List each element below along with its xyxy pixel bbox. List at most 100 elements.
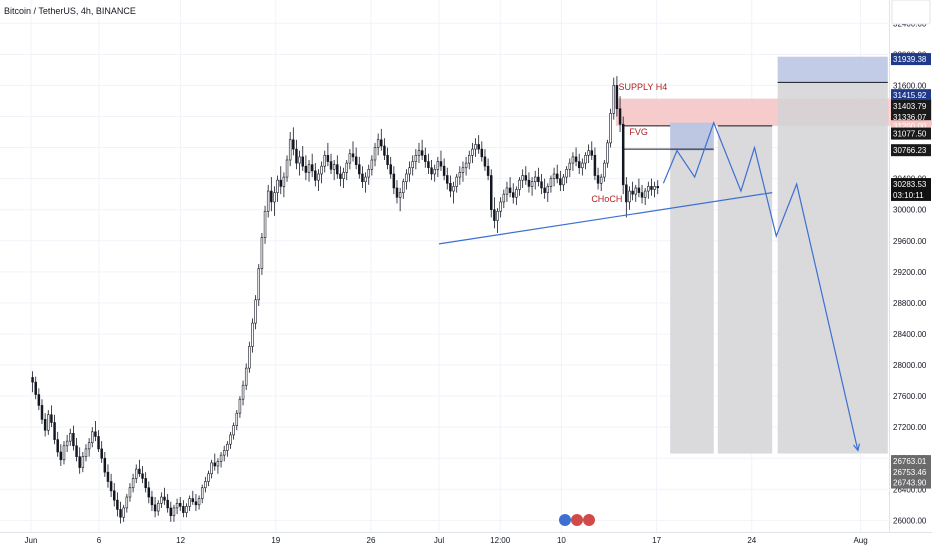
candle-body-161 [537, 176, 540, 183]
x-tick-label-7: 10 [557, 536, 566, 545]
candle-body-57 [210, 462, 213, 475]
candle-body-63 [229, 434, 232, 445]
candle-body-94 [326, 155, 330, 162]
candle-body-146 [490, 175, 493, 210]
candle-body-186 [615, 85, 619, 110]
candle-body-195 [643, 190, 647, 198]
candle-body-156 [521, 175, 524, 181]
time-axis[interactable]: Jun 6 12 19 26 Jul 12:00 10 17 24 Aug [25, 536, 868, 545]
y-tick-label-1: 26400.00 [893, 485, 927, 494]
candle-body-29 [122, 507, 125, 518]
candle-body-44 [169, 507, 173, 516]
candle-body-112 [383, 145, 386, 156]
candle-body-10 [62, 445, 66, 461]
candle-body-87 [304, 165, 308, 173]
candle-body-0 [31, 377, 34, 383]
price-label-7: 30283.53 [893, 180, 927, 189]
candle-body-8 [56, 439, 59, 453]
candle-body-192 [634, 187, 638, 195]
candle-body-92 [320, 165, 323, 175]
candle-body-2 [37, 394, 41, 406]
candle-body-40 [156, 502, 160, 512]
price-label-bg-8 [891, 188, 931, 201]
candle-body-178 [590, 150, 594, 156]
candle-body-131 [442, 165, 446, 176]
candle-body-70 [251, 322, 254, 347]
candle-body-79 [279, 179, 282, 187]
candle-body-86 [301, 156, 304, 167]
candle-body-149 [499, 201, 502, 212]
candle-body-199 [656, 186, 659, 189]
candle-body-150 [502, 193, 506, 203]
price-label-3: 31336.07 [893, 113, 927, 122]
candle-body-103 [354, 156, 358, 165]
candle-body-119 [405, 173, 408, 183]
candle-body-167 [555, 173, 559, 179]
candle-body-37 [147, 487, 151, 498]
candle-body-85 [298, 156, 301, 164]
candle-body-31 [128, 487, 132, 498]
price-label-10: 26753.46 [893, 468, 927, 477]
x-tick-label-1: 6 [97, 536, 102, 545]
candle-body-30 [125, 496, 129, 509]
candle-body-194 [640, 192, 644, 198]
candle-body-191 [631, 190, 634, 195]
candle-body-125 [424, 155, 427, 162]
candle-body-129 [436, 161, 440, 170]
candle-body-122 [414, 155, 418, 162]
y-tick-label-9: 29600.00 [893, 237, 927, 246]
candle-body-106 [364, 176, 367, 183]
annotation-2: CHoCH [591, 194, 622, 204]
candle-body-66 [238, 398, 242, 414]
candle-body-109 [373, 147, 377, 161]
candle-body-15 [78, 456, 81, 468]
candle-body-124 [420, 150, 424, 156]
candle-body-25 [109, 481, 113, 492]
candle-body-47 [178, 502, 182, 507]
candle-body-43 [166, 499, 169, 509]
candle-body-162 [540, 181, 543, 189]
zone-5 [777, 56, 888, 83]
candle-body-82 [288, 139, 292, 161]
candle-body-159 [530, 181, 534, 187]
settings-box[interactable] [891, 0, 931, 25]
candle-body-98 [339, 173, 342, 179]
candle-body-104 [358, 164, 361, 175]
candle-body-175 [581, 162, 584, 169]
y-tick-label-14: 31600.00 [893, 81, 927, 90]
candle-body-187 [618, 108, 622, 125]
candle-body-35 [141, 473, 144, 479]
y-tick-label-8: 29200.00 [893, 268, 927, 277]
candle-body-113 [386, 155, 389, 165]
candle-body-28 [119, 509, 122, 518]
candle-body-145 [486, 165, 490, 176]
candle-body-144 [483, 156, 487, 167]
candle-body-11 [65, 440, 69, 447]
price-labels: 31939.38 31415.92 31403.79 31336.0731200.00… [891, 53, 931, 489]
candle-body-68 [244, 367, 248, 386]
candle-body-172 [571, 156, 575, 164]
zone-1 [670, 122, 714, 454]
candle-body-60 [219, 454, 223, 462]
candle-body-177 [587, 150, 590, 156]
candle-body-34 [138, 468, 141, 475]
x-tick-label-4: 26 [367, 536, 376, 545]
candle-body-117 [398, 192, 402, 198]
us-flag-icon-2 [583, 514, 595, 526]
price-label-bg-7 [891, 178, 931, 191]
candle-body-139 [468, 155, 471, 164]
candle-body-100 [345, 162, 348, 173]
projection-path [662, 120, 859, 451]
candle-body-84 [295, 148, 298, 164]
price-label-6: 30766.23 [893, 146, 927, 155]
candle-body-141 [474, 144, 477, 150]
annotation-0: SUPPLY H4 [619, 82, 668, 92]
price-label-bg-11 [891, 476, 931, 489]
candle-body-58 [213, 462, 217, 467]
candle-body-23 [103, 457, 107, 473]
candle-body-154 [515, 189, 518, 198]
candle-body-158 [527, 179, 531, 187]
candle-body-67 [241, 384, 245, 400]
candle-body-197 [650, 186, 653, 190]
